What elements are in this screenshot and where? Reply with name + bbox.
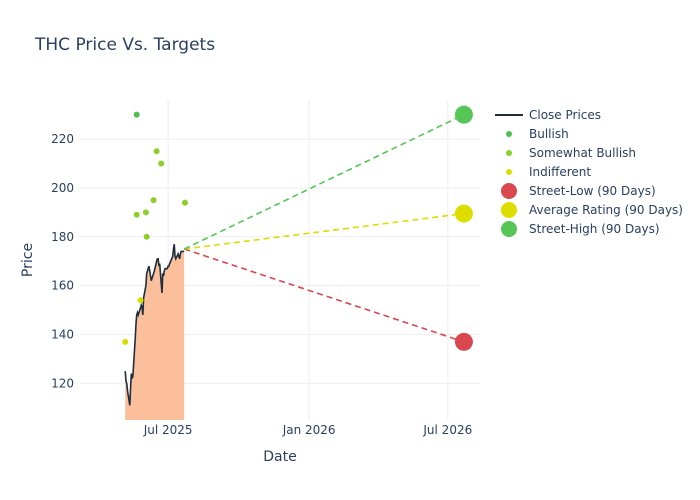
legend-label-close-prices: Close Prices (529, 108, 601, 122)
legend-label-average-rating-90-days: Average Rating (90 Days) (529, 203, 683, 217)
street-low-90-days-line (183, 248, 465, 343)
somewhat-bullish-point (150, 197, 157, 204)
legend-marker-swatch (501, 183, 517, 199)
y-axis-ticks: 120 140 160 180 200 220 (51, 132, 74, 390)
y-tick-label: 140 (51, 328, 74, 342)
x-tick-label: Jan 2026 (282, 423, 336, 437)
somewhat-bullish-point (181, 199, 188, 206)
close-prices-line (124, 243, 185, 406)
price-area (125, 244, 185, 420)
indifferent-point (137, 297, 144, 304)
chart-title: THC Price Vs. Targets (34, 35, 215, 55)
y-tick-label: 200 (51, 181, 74, 195)
legend-marker-swatch (501, 202, 517, 218)
series-points (122, 105, 473, 351)
legend-label-street-low-90-days: Street-Low (90 Days) (529, 184, 656, 198)
x-axis-title: Date (263, 449, 296, 465)
somewhat-bullish-point (158, 160, 165, 167)
y-tick-label: 160 (51, 279, 74, 293)
somewhat-bullish-point (153, 148, 160, 155)
legend-dot-swatch (506, 169, 512, 175)
legend-label-somewhat-bullish: Somewhat Bullish (529, 146, 636, 160)
x-tick-label: Jul 2026 (422, 423, 472, 437)
legend-label-bullish: Bullish (529, 127, 569, 141)
y-axis-title: Price (20, 243, 36, 277)
average-rating-90-days-line (184, 212, 465, 250)
x-tick-label: Jul 2025 (143, 423, 193, 437)
x-axis-ticks: Jul 2025 Jan 2026 Jul 2026 (143, 423, 473, 437)
y-tick-label: 220 (51, 132, 74, 146)
y-tick-label: 120 (51, 376, 74, 390)
indifferent-point (122, 338, 129, 345)
bullish-point (133, 111, 140, 118)
series-lines (124, 113, 465, 406)
legend-dot-swatch (506, 150, 512, 156)
legend: Close Prices Bullish Somewhat Bullish Indif… (495, 108, 683, 237)
street-high-90-days-marker (454, 105, 473, 124)
average-rating-90-days-marker (454, 204, 473, 223)
somewhat-bullish-point (142, 209, 149, 216)
somewhat-bullish-point (133, 211, 140, 218)
street-low-90-days-marker (454, 332, 473, 351)
legend-label-street-high-90-days: Street-High (90 Days) (529, 222, 660, 236)
somewhat-bullish-point (143, 233, 150, 240)
legend-marker-swatch (501, 221, 517, 237)
close-prices-area (125, 244, 185, 420)
street-high-90-days-line (183, 113, 465, 250)
legend-label-indifferent: Indifferent (529, 165, 591, 179)
legend-dot-swatch (506, 131, 512, 137)
y-tick-label: 180 (51, 230, 74, 244)
